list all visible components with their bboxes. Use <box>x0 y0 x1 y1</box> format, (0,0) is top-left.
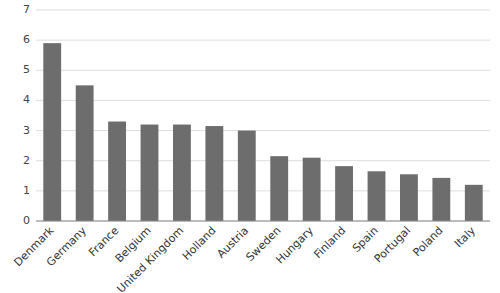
bar <box>432 178 450 221</box>
grid-line <box>36 130 490 131</box>
grid-line <box>36 70 490 71</box>
x-tick-label: United Kingdom <box>115 224 187 293</box>
y-tick-label: 7 <box>23 3 30 16</box>
bar <box>270 156 288 221</box>
bars <box>43 43 482 221</box>
grid-line <box>36 190 490 191</box>
bar <box>400 174 418 221</box>
bar <box>173 125 191 221</box>
x-axis-line <box>36 221 490 222</box>
grid-line <box>36 10 490 11</box>
bar <box>238 131 256 221</box>
y-tick-label: 0 <box>23 214 30 227</box>
x-tick-label: Finland <box>311 224 348 261</box>
bar <box>205 126 223 221</box>
chart-container: 0 1 2 3 4 5 6 7 DenmarkGermanyFranceBelgiumUnite… <box>0 0 500 293</box>
grid-line <box>36 100 490 101</box>
bar <box>43 43 61 221</box>
x-tick-label: Spain <box>350 224 381 255</box>
y-tick-label: 1 <box>23 184 30 197</box>
page: {"chart_data": {"type": "bar", "categori… <box>0 0 500 293</box>
y-tick-label: 5 <box>23 63 30 76</box>
chart-svg: 0 1 2 3 4 5 6 7 DenmarkGermanyFranceBelgiumUnite… <box>0 0 500 293</box>
bar <box>368 171 386 221</box>
y-grid <box>36 10 490 221</box>
bar <box>465 185 483 221</box>
x-tick-label: Poland <box>410 224 445 259</box>
x-tick-label: Hungary <box>273 224 316 267</box>
bar <box>108 122 126 221</box>
x-tick-label: Portugal <box>372 224 413 265</box>
y-tick-label: 3 <box>23 124 30 137</box>
grid-line <box>36 221 490 222</box>
bar <box>303 158 321 221</box>
x-tick-label: Italy <box>452 224 478 250</box>
bar <box>335 166 353 221</box>
grid-line <box>36 40 490 41</box>
y-tick-label: 6 <box>23 33 30 46</box>
y-ticks: 0 1 2 3 4 5 6 7 <box>23 3 30 227</box>
x-tick-label: Germany <box>44 224 89 269</box>
bar <box>141 125 159 221</box>
y-tick-label: 4 <box>23 93 30 106</box>
x-tick-labels: DenmarkGermanyFranceBelgiumUnited Kingdo… <box>12 224 479 293</box>
x-tick-label: Holland <box>180 224 219 263</box>
y-tick-label: 2 <box>23 154 30 167</box>
grid-line <box>36 160 490 161</box>
bar <box>76 85 94 221</box>
